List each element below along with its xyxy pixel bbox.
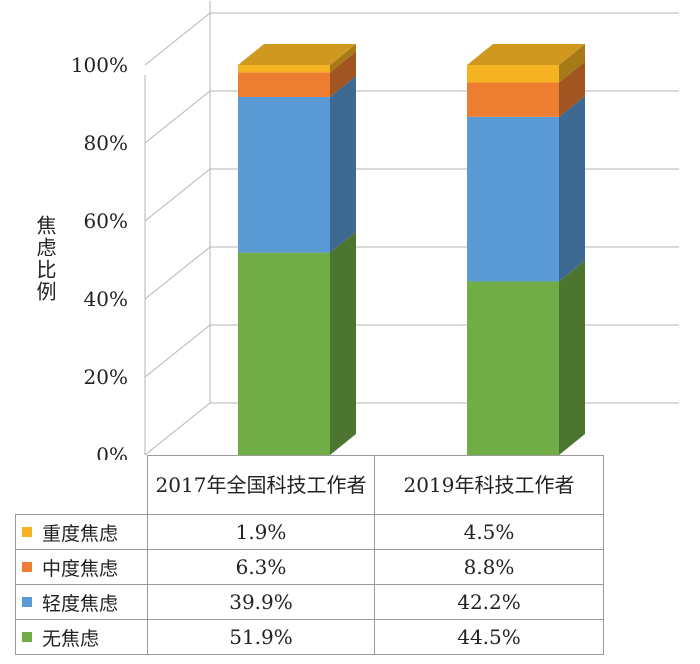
- bar-2-series-2-side: [559, 61, 585, 117]
- legend-key-none: [22, 632, 32, 642]
- bar-1-series-3-front: [238, 96, 330, 253]
- gridline-diagonal: [144, 324, 211, 378]
- value-mild-2019: 42.2%: [374, 584, 604, 620]
- data-table: 2017年全国科技工作者 2019年科技工作者 重度焦虑 1.9% 4.5% 中…: [15, 455, 604, 655]
- y-tick-label: 40%: [84, 287, 128, 311]
- bar-2-series-3-front: [467, 116, 559, 282]
- bar-1-series-3-side: [330, 75, 356, 253]
- bar-2-series-2-front: [467, 82, 559, 117]
- table-row-none: 无焦虑 51.9% 44.5%: [15, 619, 604, 655]
- legend-label-none: 无焦虑: [42, 627, 100, 650]
- value-none-2019: 44.5%: [374, 619, 604, 655]
- value-moderate-2019: 8.8%: [374, 549, 604, 585]
- legend-mild: 轻度焦虑: [15, 584, 148, 620]
- bar-1-series-4-front: [238, 252, 330, 455]
- legend-none: 无焦虑: [15, 619, 148, 655]
- y-tick-label: 100%: [71, 53, 128, 77]
- table-row-mild: 轻度焦虑 39.9% 42.2%: [15, 584, 604, 620]
- chart-plot: 0%20%40%60%80%100%: [71, 1, 679, 460]
- bar-1-series-1-side: [330, 44, 356, 73]
- value-moderate-2017: 6.3%: [147, 549, 375, 585]
- bar-2-series-3-side: [559, 95, 585, 282]
- bar-1-series-2-side: [330, 51, 356, 97]
- bar-1-series-1-top: [238, 44, 356, 65]
- table-row-severe: 重度焦虑 1.9% 4.5%: [15, 514, 604, 550]
- y-axis-ticks: 0%20%40%60%80%100%: [71, 53, 128, 460]
- gridline-diagonal: [144, 90, 211, 144]
- legend-severe: 重度焦虑: [15, 514, 148, 550]
- chart-bars: [238, 44, 585, 455]
- gridline-diagonal: [144, 168, 211, 222]
- y-tick-label: 60%: [84, 209, 128, 233]
- legend-moderate: 中度焦虑: [15, 549, 148, 585]
- legend-key-severe: [22, 527, 32, 537]
- category-label-2017: 2017年全国科技工作者: [147, 455, 375, 515]
- value-severe-2017: 1.9%: [147, 514, 375, 550]
- gridline-diagonal: [144, 246, 211, 300]
- legend-label-moderate: 中度焦虑: [42, 557, 119, 580]
- gridline-diagonal: [144, 12, 211, 66]
- y-axis-label: 焦虑比例: [33, 215, 57, 303]
- legend-label-mild: 轻度焦虑: [42, 592, 119, 615]
- legend-key-moderate: [22, 562, 32, 572]
- bar-2-series-1-side: [559, 44, 585, 83]
- bar-2-series-1-top: [467, 44, 585, 65]
- bar-2-series-4-front: [467, 281, 559, 455]
- gridline-diagonal: [144, 402, 211, 456]
- table-row-moderate: 中度焦虑 6.3% 8.8%: [15, 549, 604, 585]
- bar-1-series-4-side: [330, 231, 356, 455]
- table-corner: [15, 455, 148, 515]
- legend-key-mild: [22, 597, 32, 607]
- legend-label-severe: 重度焦虑: [42, 522, 119, 545]
- value-none-2017: 51.9%: [147, 619, 375, 655]
- chart-grid: [144, 1, 679, 456]
- bar-1-series-2-front: [238, 72, 330, 97]
- y-tick-label: 80%: [84, 131, 128, 155]
- bar-2-series-1-front: [467, 65, 559, 83]
- table-header-row: 2017年全国科技工作者 2019年科技工作者: [15, 455, 604, 515]
- y-tick-label: 20%: [84, 365, 128, 389]
- bar-2-series-4-side: [559, 260, 585, 455]
- category-label-2019: 2019年科技工作者: [374, 455, 604, 515]
- value-severe-2019: 4.5%: [374, 514, 604, 550]
- value-mild-2017: 39.9%: [147, 584, 375, 620]
- bar-1-series-1-front: [238, 65, 330, 73]
